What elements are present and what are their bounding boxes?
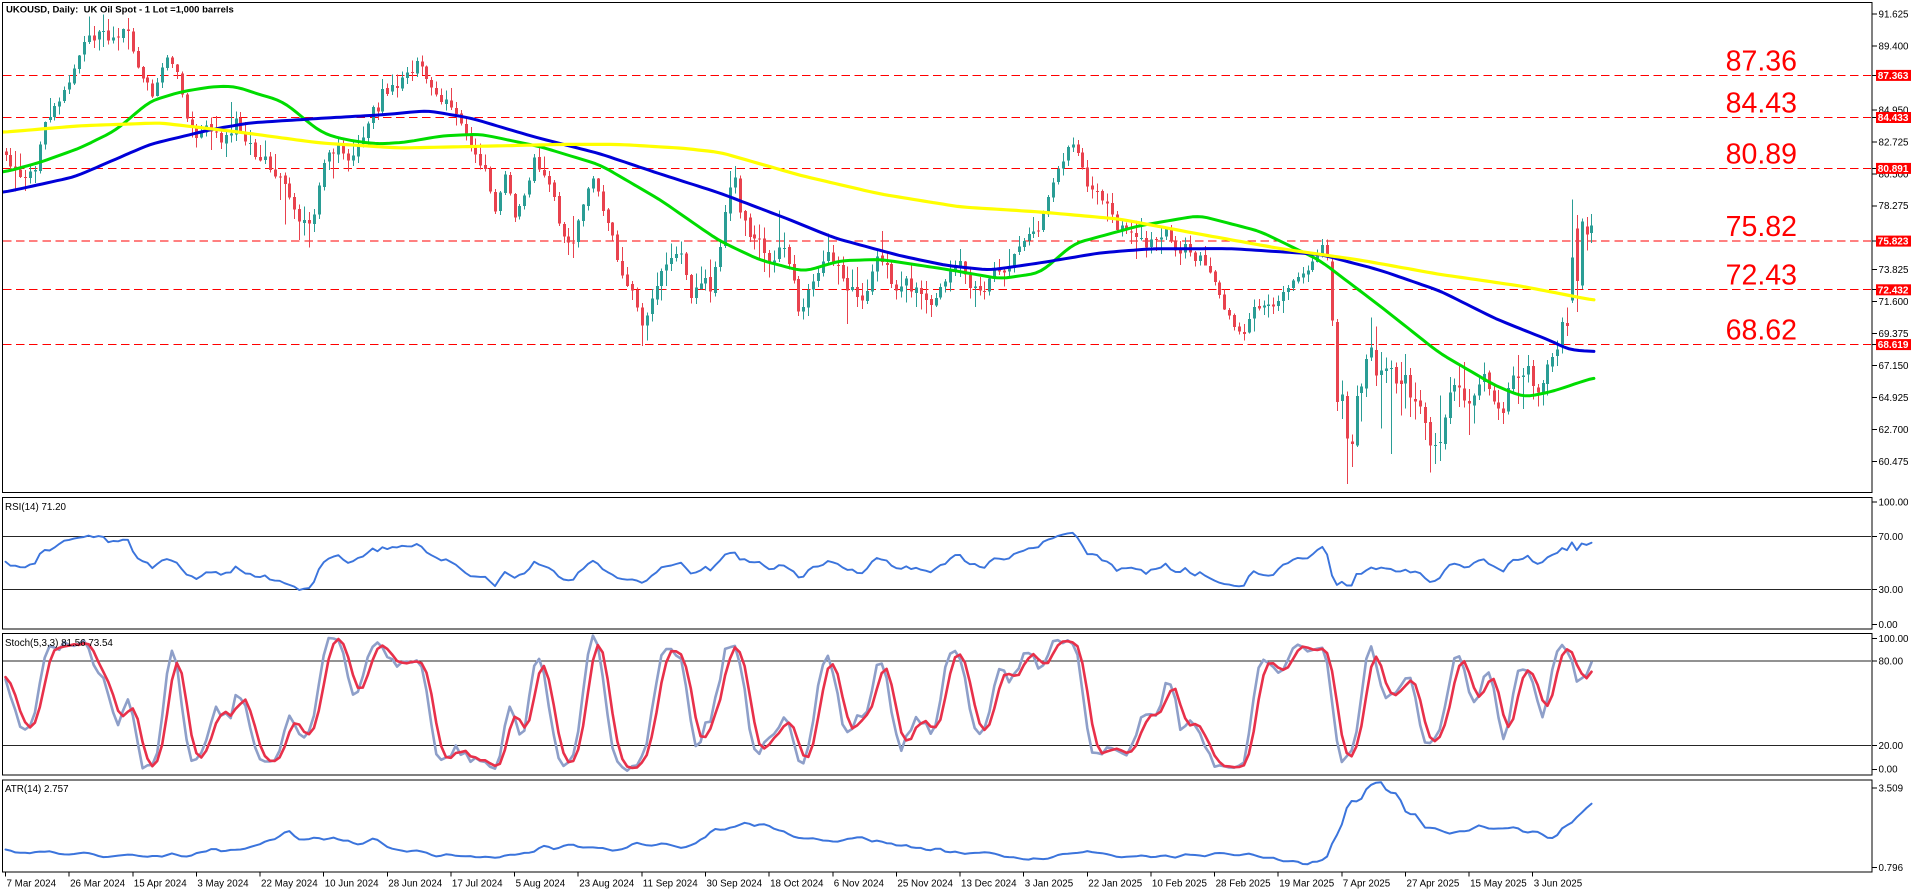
svg-text:0.00: 0.00 [1879, 765, 1899, 776]
svg-text:68.619: 68.619 [1878, 340, 1909, 351]
svg-text:73.825: 73.825 [1879, 265, 1910, 276]
svg-text:15 Apr 2024: 15 Apr 2024 [134, 879, 187, 890]
svg-text:87.36: 87.36 [1726, 45, 1797, 77]
svg-text:69.375: 69.375 [1879, 329, 1910, 340]
svg-text:3.509: 3.509 [1879, 783, 1904, 794]
svg-text:80.89: 80.89 [1726, 138, 1797, 170]
svg-text:80.891: 80.891 [1878, 164, 1909, 175]
svg-text:3 Jun 2025: 3 Jun 2025 [1534, 879, 1583, 890]
svg-text:68.62: 68.62 [1726, 315, 1797, 347]
svg-text:82.725: 82.725 [1879, 137, 1910, 148]
svg-text:30 Sep 2024: 30 Sep 2024 [707, 879, 763, 890]
svg-text:87.363: 87.363 [1878, 71, 1909, 82]
svg-text:10 Jun 2024: 10 Jun 2024 [325, 879, 379, 890]
svg-text:84.433: 84.433 [1878, 113, 1909, 124]
svg-text:78.275: 78.275 [1879, 201, 1910, 212]
svg-text:20.00: 20.00 [1879, 741, 1904, 752]
svg-text:Stoch(5,3,3) 81.56 73.54: Stoch(5,3,3) 81.56 73.54 [5, 638, 113, 649]
svg-text:84.950: 84.950 [1879, 105, 1910, 116]
svg-text:75.823: 75.823 [1878, 237, 1909, 248]
svg-text:27 Apr 2025: 27 Apr 2025 [1407, 879, 1460, 890]
svg-text:3 Jan 2025: 3 Jan 2025 [1025, 879, 1074, 890]
svg-text:71.600: 71.600 [1879, 297, 1910, 308]
svg-text:0.00: 0.00 [1879, 620, 1899, 631]
svg-text:6 Nov 2024: 6 Nov 2024 [834, 879, 885, 890]
svg-text:22 Jan 2025: 22 Jan 2025 [1088, 879, 1142, 890]
svg-text:62.700: 62.700 [1879, 425, 1910, 436]
svg-text:10 Feb 2025: 10 Feb 2025 [1152, 879, 1208, 890]
svg-text:28 Feb 2025: 28 Feb 2025 [1216, 879, 1272, 890]
svg-text:100.00: 100.00 [1879, 497, 1910, 508]
svg-text:25 Nov 2024: 25 Nov 2024 [897, 879, 953, 890]
svg-text:7 Mar 2024: 7 Mar 2024 [7, 879, 57, 890]
svg-text:89.400: 89.400 [1879, 42, 1910, 53]
svg-text:0.796: 0.796 [1879, 863, 1904, 874]
svg-text:72.43: 72.43 [1726, 260, 1797, 292]
svg-text:17 Jul 2024: 17 Jul 2024 [452, 879, 503, 890]
svg-text:80.500: 80.500 [1879, 169, 1910, 180]
svg-text:67.150: 67.150 [1879, 361, 1910, 372]
svg-text:ATR(14) 2.757: ATR(14) 2.757 [5, 784, 69, 795]
svg-text:72.432: 72.432 [1878, 285, 1909, 296]
svg-text:UKOUSD, Daily: UK Oil Spot -: UKOUSD, Daily: UK Oil Spot - 1 Lot =1,00… [6, 5, 234, 16]
svg-text:19 Mar 2025: 19 Mar 2025 [1279, 879, 1335, 890]
svg-text:13 Dec 2024: 13 Dec 2024 [961, 879, 1017, 890]
svg-text:18 Oct 2024: 18 Oct 2024 [770, 879, 824, 890]
svg-text:26 Mar 2024: 26 Mar 2024 [70, 879, 126, 890]
svg-text:22 May 2024: 22 May 2024 [261, 879, 318, 890]
svg-text:5 Aug 2024: 5 Aug 2024 [516, 879, 566, 890]
svg-text:80.00: 80.00 [1879, 656, 1904, 667]
svg-text:75.82: 75.82 [1726, 211, 1797, 243]
svg-text:70.00: 70.00 [1879, 532, 1904, 543]
svg-text:3 May 2024: 3 May 2024 [197, 879, 249, 890]
svg-text:28 Jun 2024: 28 Jun 2024 [388, 879, 442, 890]
svg-text:11 Sep 2024: 11 Sep 2024 [643, 879, 698, 890]
svg-text:100.00: 100.00 [1879, 634, 1910, 645]
svg-text:84.43: 84.43 [1726, 87, 1797, 119]
svg-text:64.925: 64.925 [1879, 393, 1910, 404]
svg-text:23 Aug 2024: 23 Aug 2024 [579, 879, 635, 890]
svg-text:91.625: 91.625 [1879, 10, 1910, 21]
svg-text:7 Apr 2025: 7 Apr 2025 [1343, 879, 1391, 890]
svg-text:60.475: 60.475 [1879, 457, 1910, 468]
svg-text:RSI(14) 71.20: RSI(14) 71.20 [5, 502, 67, 513]
svg-text:15 May 2025: 15 May 2025 [1470, 879, 1527, 890]
svg-text:30.00: 30.00 [1879, 585, 1904, 596]
